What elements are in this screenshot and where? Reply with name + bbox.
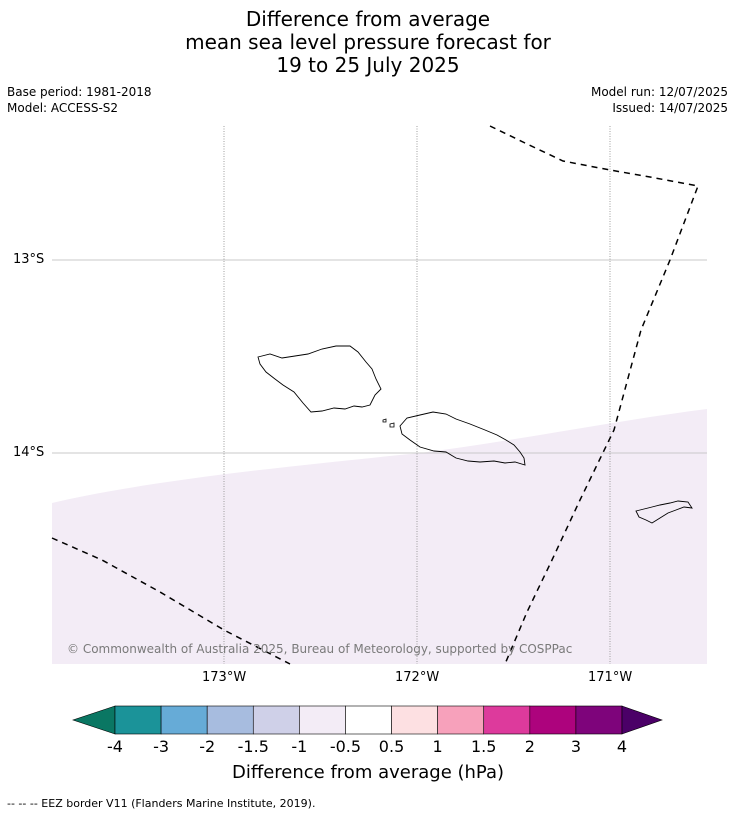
colorbar-segment <box>345 705 392 735</box>
meta-right: Model run: 12/07/2025 Issued: 14/07/2025 <box>591 84 728 116</box>
model-run: Model run: 12/07/2025 <box>590 85 728 99</box>
colorbar-tick-label: -1 <box>291 737 308 756</box>
meta-left: Base period: 1981-2018 Model: ACCESS-S2 <box>7 84 152 116</box>
colorbar-segment <box>160 705 208 735</box>
colorbar-segment <box>529 705 577 735</box>
latitude-label-14s: 14°S <box>13 445 45 460</box>
colorbar <box>72 705 663 735</box>
colorbar-title: Difference from average (hPa) <box>231 762 505 783</box>
eez-border-north <box>489 125 700 665</box>
colorbar-tick-label: -0.5 <box>329 737 362 756</box>
title-line-2: mean sea level pressure forecast for <box>185 30 551 54</box>
colorbar-tick-label: 3 <box>570 737 581 756</box>
longitude-label-172w: 172°W <box>395 670 440 685</box>
colorbar-tick-label: 0.5 <box>378 737 405 756</box>
colorbar-segment <box>391 705 438 735</box>
title-line-3: 19 to 25 July 2025 <box>276 53 460 77</box>
savaii-island <box>257 345 382 413</box>
colorbar-segment <box>114 705 162 735</box>
apolima-island <box>382 418 387 423</box>
colorbar-segment <box>299 705 346 735</box>
longitude-label-173w: 173°W <box>202 670 247 685</box>
colorbar-extend-low <box>72 705 116 735</box>
colorbar-tick-label: -1.5 <box>237 737 269 756</box>
base-period: Base period: 1981-2018 <box>7 85 152 99</box>
latitude-label-13s: 13°S <box>13 252 45 267</box>
colorbar-segment <box>206 705 254 735</box>
colorbar-tick-label: -2 <box>199 737 216 756</box>
longitude-label-171w: 171°W <box>588 670 633 685</box>
colorbar-tick-label: -4 <box>107 737 123 756</box>
colorbar-tick-label: 4 <box>616 737 628 756</box>
eez-legend-note: -- -- -- EEZ border V11 (Flanders Marine… <box>7 797 316 810</box>
manono-island <box>389 422 395 428</box>
upolu-island <box>399 411 526 466</box>
tutuila-island <box>635 500 693 524</box>
model-name: Model: ACCESS-S2 <box>7 101 119 115</box>
colorbar-tick-label: 1.5 <box>470 737 497 756</box>
colorbar-tick-label: -3 <box>153 737 170 756</box>
copyright-notice: © Commonwealth of Australia 2025, Bureau… <box>67 642 573 656</box>
colorbar-tick-label: 1 <box>432 737 443 756</box>
colorbar-segment <box>483 705 531 735</box>
eez-border-southwest <box>51 537 291 665</box>
colorbar-tick-label: 2 <box>524 737 535 756</box>
colorbar-segment <box>252 705 300 735</box>
issued-date: Issued: 14/07/2025 <box>612 101 728 115</box>
colorbar-segment <box>437 705 485 735</box>
colorbar-segment <box>575 705 623 735</box>
title-line-1: Difference from average <box>245 7 491 31</box>
chart-title: Difference from average mean sea level p… <box>0 8 736 77</box>
pressure-anomaly-shading <box>52 409 707 664</box>
colorbar-extend-high <box>621 705 663 735</box>
